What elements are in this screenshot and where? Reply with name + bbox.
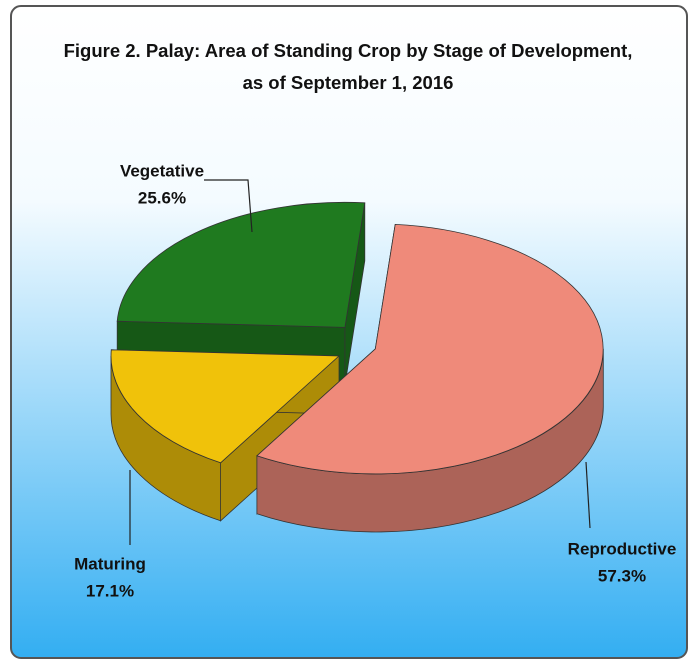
slice-label: Maturing [74,554,146,573]
slice-value: 57.3% [598,566,646,585]
slice-label: Reproductive [568,539,677,558]
slice-value: 17.1% [86,581,134,600]
leader-line [585,461,591,529]
slice [116,201,366,328]
chart-title: Figure 2. Palay: Area of Standing Crop b… [64,40,633,61]
slice [256,223,604,475]
leader-line [204,179,253,233]
slice-label: Vegetative [120,161,204,180]
slice [110,349,341,464]
chart-title: as of September 1, 2016 [243,72,454,93]
slice-value: 25.6% [138,188,186,207]
